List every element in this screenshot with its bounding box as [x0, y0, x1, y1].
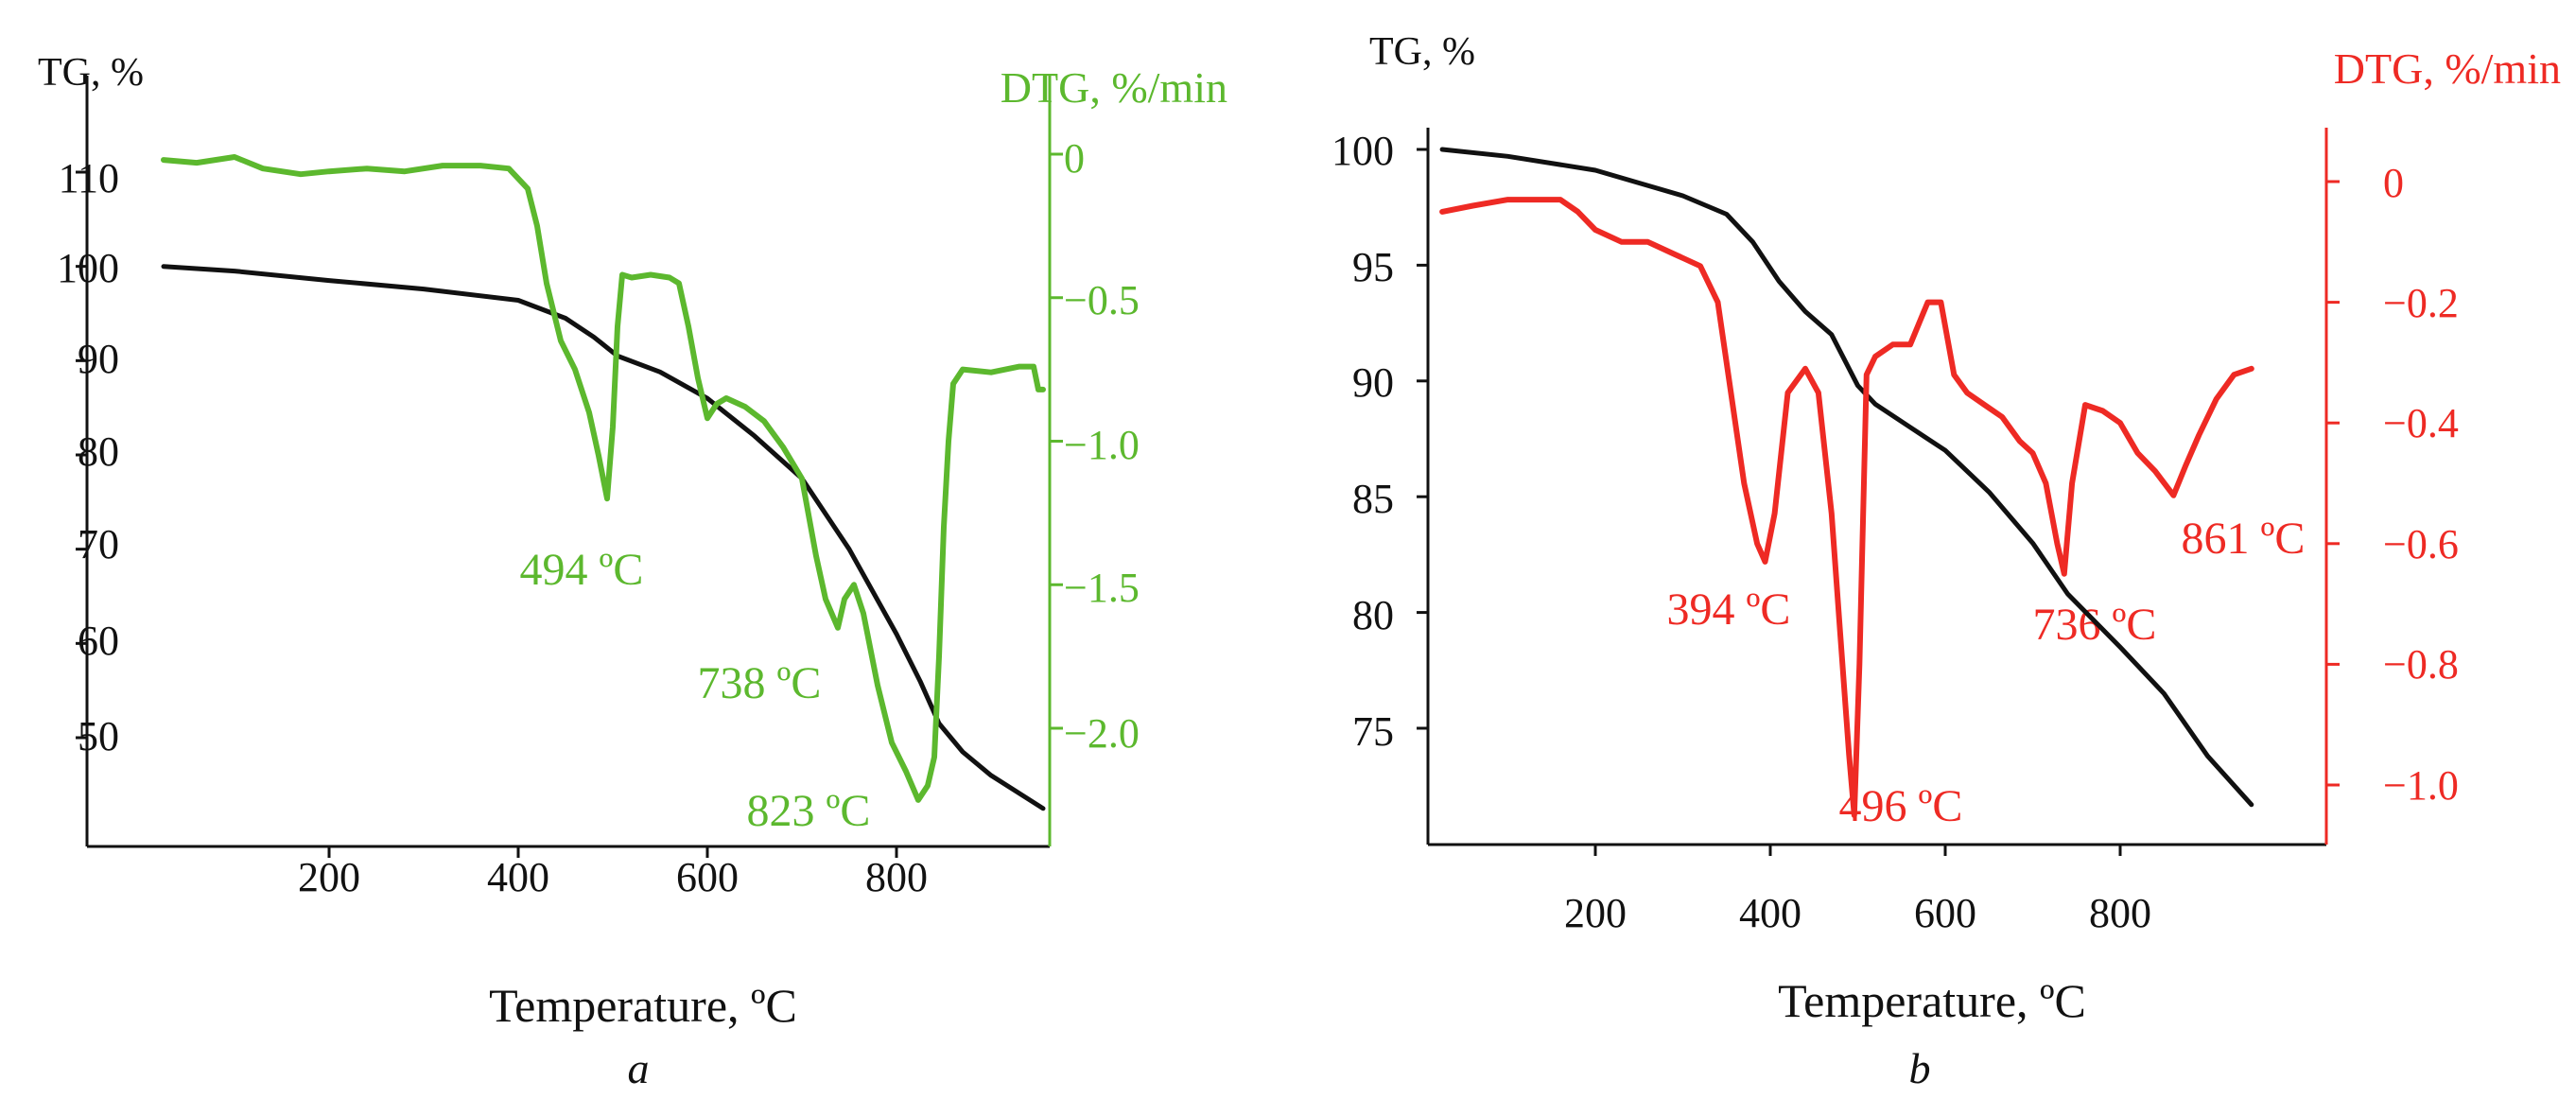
panel-b-left-tick: 90: [1352, 359, 1394, 406]
panel-b: TG, % DTG, %/min 100 95 90 85 80 75 0 −0…: [1332, 30, 2561, 1092]
peak-label-861: 861 ºC: [2182, 514, 2306, 564]
panel-a-plot-area: [76, 76, 1063, 858]
panel-a-tg-axis-label: TG, %: [38, 51, 144, 95]
panel-b-left-tick: 95: [1352, 244, 1394, 290]
panel-b-dtg-axis-label: DTG, %/min: [2334, 44, 2561, 93]
panel-a-right-tick: −1.0: [1064, 422, 1140, 468]
panel-b-left-tick: 75: [1352, 708, 1394, 755]
panel-b-annotations: 394 ºC 496 ºC 736 ºC 861 ºC: [1667, 514, 2306, 831]
panel-a-x-tick: 800: [865, 854, 928, 900]
panel-b-right-tick: −0.2: [2383, 280, 2459, 326]
panel-b-plot-area: [1417, 128, 2340, 856]
panel-b-x-ticks: 200 400 600 800: [1564, 890, 2151, 936]
panel-b-right-tick: −0.6: [2383, 521, 2459, 567]
panel-b-x-tick: 600: [1914, 890, 1976, 936]
panel-b-x-tick: 200: [1564, 890, 1627, 936]
panel-a-right-tick: −2.0: [1064, 710, 1140, 757]
panel-a-right-ticks: 0 −0.5 −1.0 −1.5 −2.0: [1064, 135, 1140, 757]
panel-a-x-axis-label: Temperature, ºC: [489, 979, 797, 1032]
panel-b-right-tick: 0: [2383, 160, 2404, 206]
panel-b-label: b: [1909, 1044, 1931, 1092]
panel-a-label: a: [628, 1044, 650, 1092]
panel-b-right-tick: −0.4: [2383, 400, 2459, 446]
panel-a-left-tick: 110: [59, 155, 119, 201]
panel-a-dtg-axis-label: DTG, %/min: [1001, 63, 1227, 112]
panel-a-x-tick: 600: [676, 854, 739, 900]
panel-a-tg-curve: [161, 264, 1046, 811]
panel-a: TG, % DTG, %/min 110 100 90 80 70 60 50 …: [38, 51, 1227, 1092]
panel-b-right-tick: −1.0: [2383, 762, 2459, 809]
panel-b-right-ticks: 0 −0.2 −0.4 −0.6 −0.8 −1.0: [2383, 160, 2459, 809]
panel-b-tg-axis-label: TG, %: [1369, 30, 1475, 74]
peak-label-394: 394 ºC: [1667, 584, 1791, 635]
panel-b-x-tick: 800: [2089, 890, 2151, 936]
peak-label-494: 494 ºC: [520, 545, 644, 595]
panel-a-right-tick: −1.5: [1064, 565, 1140, 611]
peak-label-496: 496 ºC: [1839, 781, 1963, 831]
panel-a-right-tick: −0.5: [1064, 277, 1140, 323]
panel-a-annotations: 494 ºC 738 ºC 823 ºC: [520, 545, 871, 836]
panel-b-x-tick: 400: [1739, 890, 1801, 936]
panel-b-left-tick: 100: [1332, 128, 1394, 174]
panel-a-right-tick: 0: [1064, 135, 1085, 182]
peak-label-823: 823 ºC: [747, 786, 871, 836]
peak-label-736: 736 ºC: [2033, 600, 2157, 650]
panel-b-dtg-curve: [1439, 197, 2254, 818]
panel-a-x-ticks: 200 400 600 800: [298, 854, 928, 900]
panel-b-left-tick: 85: [1352, 476, 1394, 522]
panel-b-right-tick: −0.8: [2383, 641, 2459, 688]
panel-b-left-tick: 80: [1352, 592, 1394, 638]
panel-b-left-ticks: 100 95 90 85 80 75: [1332, 128, 1394, 755]
panel-a-left-tick: 80: [78, 428, 119, 475]
panel-a-x-tick: 400: [487, 854, 549, 900]
panel-a-left-tick: 70: [78, 521, 119, 567]
panel-b-x-axis-label: Temperature, ºC: [1778, 974, 2086, 1027]
peak-label-738: 738 ºC: [698, 658, 822, 708]
panel-a-dtg-curve: [161, 154, 1046, 803]
panel-a-left-tick: 90: [78, 336, 119, 382]
panel-a-left-tick: 60: [78, 618, 119, 664]
panel-a-x-tick: 200: [298, 854, 360, 900]
